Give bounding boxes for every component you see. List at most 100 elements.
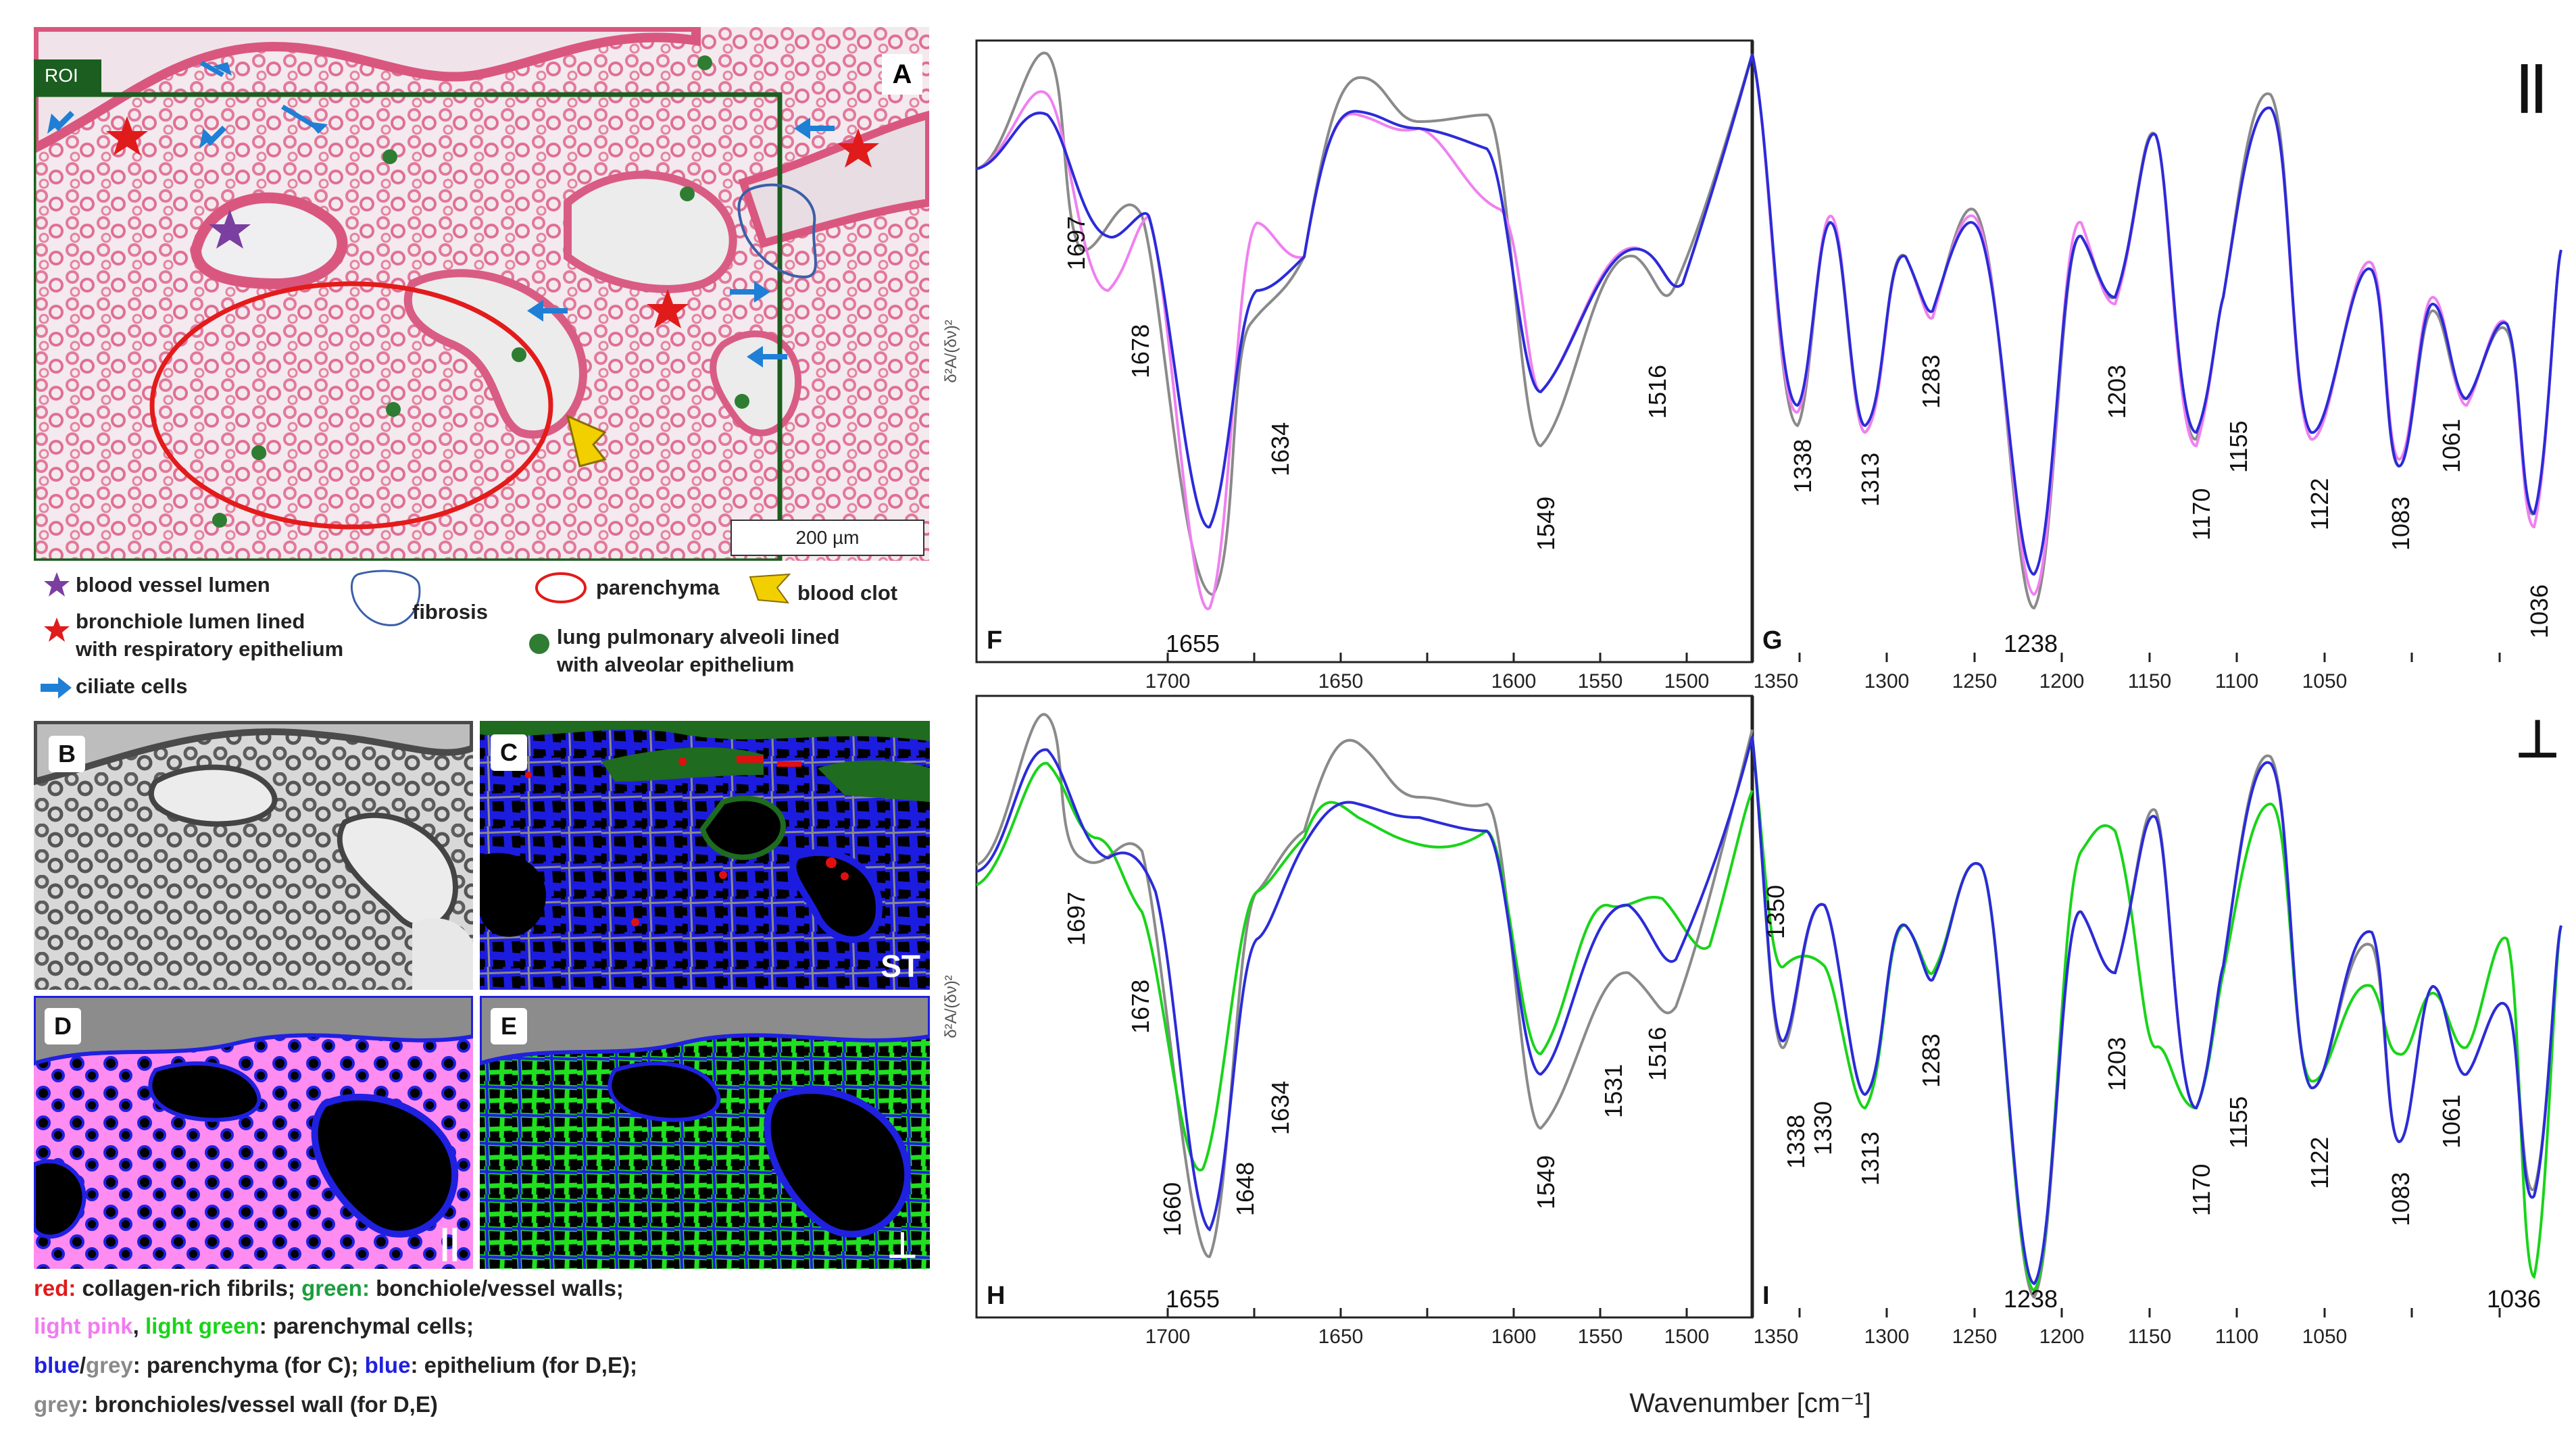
histology-panel-a: ROI A 200 µm — [34, 27, 929, 561]
tick-label: 1200 — [2039, 1326, 2085, 1348]
tick-label: 1100 — [2215, 670, 2259, 693]
tick-labels-f: 1700 1650 1600 1550 1500 — [1145, 670, 1710, 693]
peak-label: 1238 — [2004, 1285, 2058, 1313]
panel-label-g: G — [1762, 626, 1783, 655]
panel-label-d: D — [45, 1008, 81, 1044]
legend-bronchiole-line2: with respiratory epithelium — [76, 637, 344, 661]
peak-labels-g: 1338 1313 1283 1238 1203 1170 1155 1122 … — [1789, 355, 2553, 657]
peak-label: 1549 — [1532, 497, 1560, 551]
tick-label: 1550 — [1578, 1326, 1623, 1348]
peak-label: 1155 — [2225, 1097, 2252, 1149]
parenchyma-ellipse-icon — [535, 572, 587, 603]
peak-label: 1655 — [1166, 630, 1220, 657]
peak-label: 1313 — [1856, 453, 1884, 507]
tick-label: 1300 — [1864, 1326, 1910, 1348]
image-panel-d: D || — [34, 996, 473, 1269]
peak-label: 1083 — [2387, 1172, 2414, 1226]
panel-tag-st: ST — [881, 949, 920, 984]
panel-label-c: C — [491, 734, 527, 771]
purple-star-icon — [44, 572, 70, 597]
tick-label: 1600 — [1491, 670, 1537, 693]
peak-label: 1330 — [1809, 1101, 1837, 1155]
spectrum-f — [976, 51, 1754, 611]
peak-label: 1170 — [2187, 1164, 2215, 1216]
peak-label: 1203 — [2103, 365, 2131, 419]
red-star-icon — [647, 289, 689, 328]
image-panel-c: C ST — [480, 721, 930, 990]
green-dot-icon — [529, 634, 549, 654]
tick-label: 1350 — [1754, 1326, 1799, 1348]
y-axis-label-lower: δ²A/(δν)² — [942, 975, 960, 1038]
peak-labels-f: 1697 1678 1634 1655 1549 1516 — [1062, 216, 1671, 657]
panel-tag-parallel: || — [439, 1222, 460, 1261]
legend-alveoli-line2: with alveolar epithelium — [557, 653, 795, 676]
tick-label: 1700 — [1145, 670, 1191, 693]
peak-label: 1061 — [2437, 419, 2465, 473]
panel-label-a: A — [882, 54, 922, 95]
tick-label: 1250 — [1952, 670, 1998, 693]
legend-blood-clot: blood clot — [797, 581, 898, 605]
peak-label: 1634 — [1266, 422, 1294, 476]
peak-label: 1697 — [1062, 892, 1090, 946]
image-panel-e: E ⊥ — [480, 996, 930, 1269]
plot-frame-upper — [975, 39, 1754, 663]
peak-labels-i: 1350 1338 1330 1313 1283 1238 1203 1170 … — [1762, 885, 2541, 1313]
peak-label: 1634 — [1266, 1081, 1294, 1135]
peak-label: 1648 — [1231, 1162, 1259, 1216]
tick-label: 1300 — [1864, 670, 1910, 693]
legend-ciliate: ciliate cells — [76, 674, 188, 698]
peak-label: 1350 — [1762, 885, 1789, 939]
tick-marks — [1166, 653, 2501, 1317]
tick-label: 1050 — [2302, 1326, 2348, 1348]
scale-bar-label: 200 µm — [795, 527, 860, 548]
tick-label: 1500 — [1664, 670, 1710, 693]
red-star-icon — [837, 128, 879, 168]
peak-label: 1203 — [2103, 1037, 2131, 1091]
peak-label: 1170 — [2187, 488, 2215, 540]
y-axis-label-upper: δ²A/(δν)² — [942, 320, 960, 382]
tick-label: 1050 — [2302, 670, 2348, 693]
panel-label-e: E — [491, 1008, 527, 1044]
blue-arrow-icon — [41, 677, 72, 699]
peak-label: 1531 — [1600, 1064, 1627, 1118]
caption-line-1: red: collagen-rich fibrils; green: bonch… — [34, 1276, 624, 1301]
peak-label: 1036 — [2525, 584, 2553, 638]
spectrum-i — [1751, 736, 2562, 1299]
tick-label: 1100 — [2215, 1326, 2259, 1348]
x-axis-label: Wavenumber [cm⁻¹] — [1629, 1388, 1871, 1418]
fibrosis-outline-icon — [350, 570, 421, 626]
tick-label: 1350 — [1754, 670, 1799, 693]
panel-label-f: F — [987, 626, 1002, 655]
tick-labels-i: 1350 1300 1250 1200 1150 1100 1050 — [1754, 1326, 2348, 1348]
roi-label: ROI — [45, 65, 78, 86]
histology-image — [34, 27, 929, 561]
caption-line-3: blue/grey: parenchyma (for C); blue: epi… — [34, 1353, 637, 1378]
panel-label-i: I — [1762, 1282, 1770, 1310]
legend-fibrosis: fibrosis — [412, 600, 488, 624]
tick-label: 1700 — [1145, 1326, 1191, 1348]
peak-label: 1283 — [1917, 355, 1945, 409]
spectrum-g — [1751, 53, 2562, 610]
peak-label: 1338 — [1782, 1115, 1810, 1169]
peak-label: 1155 — [2225, 421, 2252, 473]
panel-label-h: H — [987, 1282, 1005, 1310]
tick-label: 1150 — [2128, 1326, 2172, 1348]
tick-label: 1200 — [2039, 670, 2085, 693]
tick-label: 1650 — [1318, 1326, 1364, 1348]
tick-label: 1550 — [1578, 670, 1623, 693]
parallel-symbol: || — [2517, 55, 2546, 114]
red-star-icon — [106, 116, 148, 155]
peak-label: 1678 — [1126, 324, 1154, 378]
peak-label: 1516 — [1643, 365, 1671, 419]
peak-label: 1655 — [1166, 1285, 1220, 1313]
peak-label: 1697 — [1062, 216, 1090, 270]
tick-label: 1150 — [2128, 670, 2172, 693]
blood-clot-icon — [749, 573, 791, 604]
tick-label: 1500 — [1664, 1326, 1710, 1348]
peak-label: 1238 — [2004, 630, 2058, 657]
plot-frame-lower — [975, 695, 1754, 1319]
legend-parenchyma: parenchyma — [596, 576, 720, 599]
panel-label-b: B — [49, 736, 85, 772]
peak-label: 1122 — [2306, 1137, 2333, 1189]
